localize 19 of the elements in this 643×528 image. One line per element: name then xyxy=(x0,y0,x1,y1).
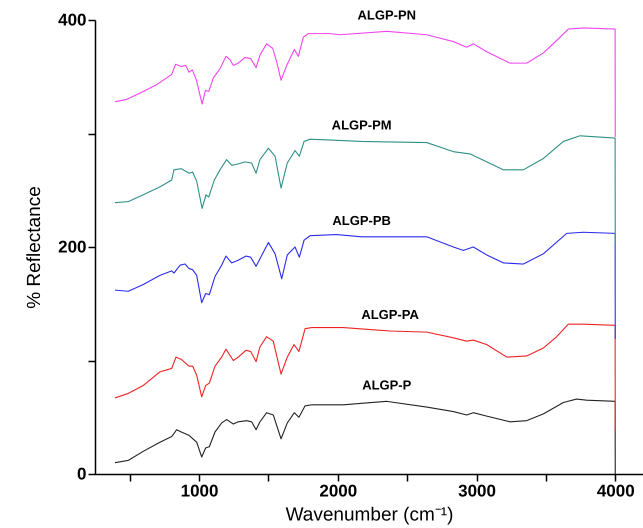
series-label: ALGP-PN xyxy=(358,7,416,22)
series-label: ALGP-PA xyxy=(361,306,420,322)
line-series xyxy=(114,27,616,138)
line-series xyxy=(114,398,616,475)
y-axis-title: % Reflectance xyxy=(24,186,46,309)
series-label: ALGP-PB xyxy=(332,212,391,228)
y-tick-label: 0 xyxy=(77,464,86,484)
y-tick-label: 200 xyxy=(58,238,86,256)
line-series xyxy=(114,232,616,340)
x-axis-title: Wavenumber (cm⁻¹) xyxy=(286,504,454,526)
line-series xyxy=(114,324,616,432)
x-tick-label: 1000 xyxy=(180,482,218,500)
line-series xyxy=(114,135,616,246)
y-tick-label: 400 xyxy=(58,10,86,30)
series-label: ALGP-PM xyxy=(332,117,392,132)
x-tick-label: 4000 xyxy=(596,482,635,500)
x-tick-label: 2000 xyxy=(319,482,358,500)
series-label: ALGP-P xyxy=(362,377,412,392)
x-tick-label: 3000 xyxy=(458,482,496,500)
